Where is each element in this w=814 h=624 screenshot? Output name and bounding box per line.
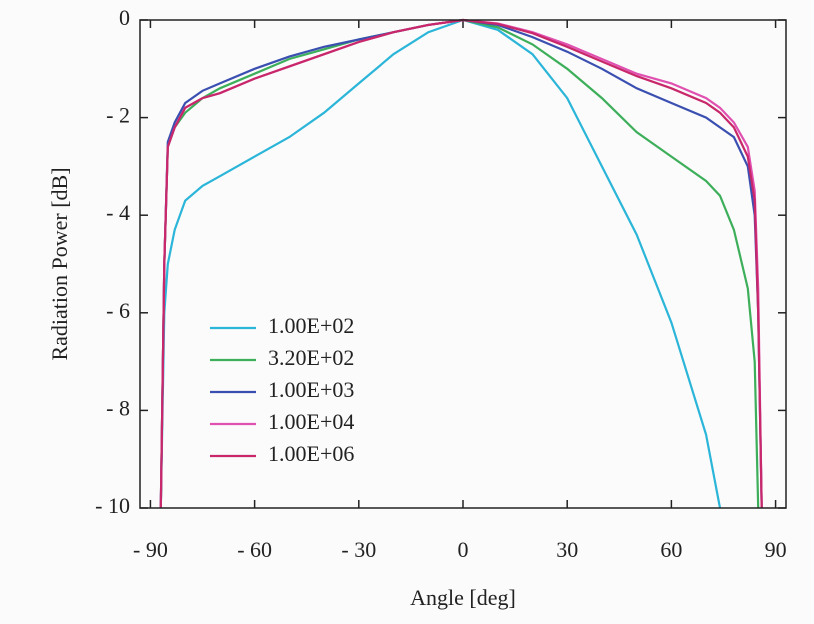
y-tick-label: - 6	[106, 298, 130, 323]
legend-label: 1.00E+02	[268, 313, 354, 338]
x-tick-label: 60	[660, 537, 682, 562]
y-tick-label: - 2	[106, 103, 130, 128]
x-axis-label: Angle [deg]	[410, 585, 516, 610]
x-tick-label: - 30	[341, 537, 376, 562]
y-axis-label: Radiation Power [dB]	[47, 167, 72, 360]
legend-label: 3.20E+02	[268, 345, 354, 370]
legend-label: 1.00E+03	[268, 377, 354, 402]
x-tick-label: 90	[765, 537, 787, 562]
y-tick-label: - 10	[95, 493, 130, 518]
legend-label: 1.00E+04	[268, 409, 354, 434]
series-line	[159, 18, 763, 509]
series-line	[159, 18, 722, 509]
x-tick-label: - 60	[237, 537, 272, 562]
x-tick-label: 30	[556, 537, 578, 562]
legend-label: 1.00E+06	[268, 441, 354, 466]
series-line	[159, 18, 760, 509]
x-tick-label: 0	[458, 537, 469, 562]
x-tick-label: - 90	[133, 537, 168, 562]
y-tick-label: 0	[119, 5, 130, 30]
y-tick-label: - 4	[106, 200, 130, 225]
y-tick-label: - 8	[106, 395, 130, 420]
series-line	[159, 18, 763, 509]
series-line	[159, 18, 763, 509]
plot-frame	[139, 19, 787, 509]
